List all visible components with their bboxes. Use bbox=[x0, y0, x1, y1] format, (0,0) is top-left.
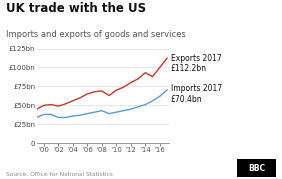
Text: Exports 2017
£112.2bn: Exports 2017 £112.2bn bbox=[171, 54, 221, 73]
Text: Imports and exports of goods and services: Imports and exports of goods and service… bbox=[6, 30, 185, 39]
Text: BBC: BBC bbox=[248, 164, 265, 173]
Text: Imports 2017
£70.4bn: Imports 2017 £70.4bn bbox=[171, 84, 222, 104]
Text: Source: Office for National Statistics: Source: Office for National Statistics bbox=[6, 172, 113, 177]
Text: UK trade with the US: UK trade with the US bbox=[6, 2, 146, 15]
